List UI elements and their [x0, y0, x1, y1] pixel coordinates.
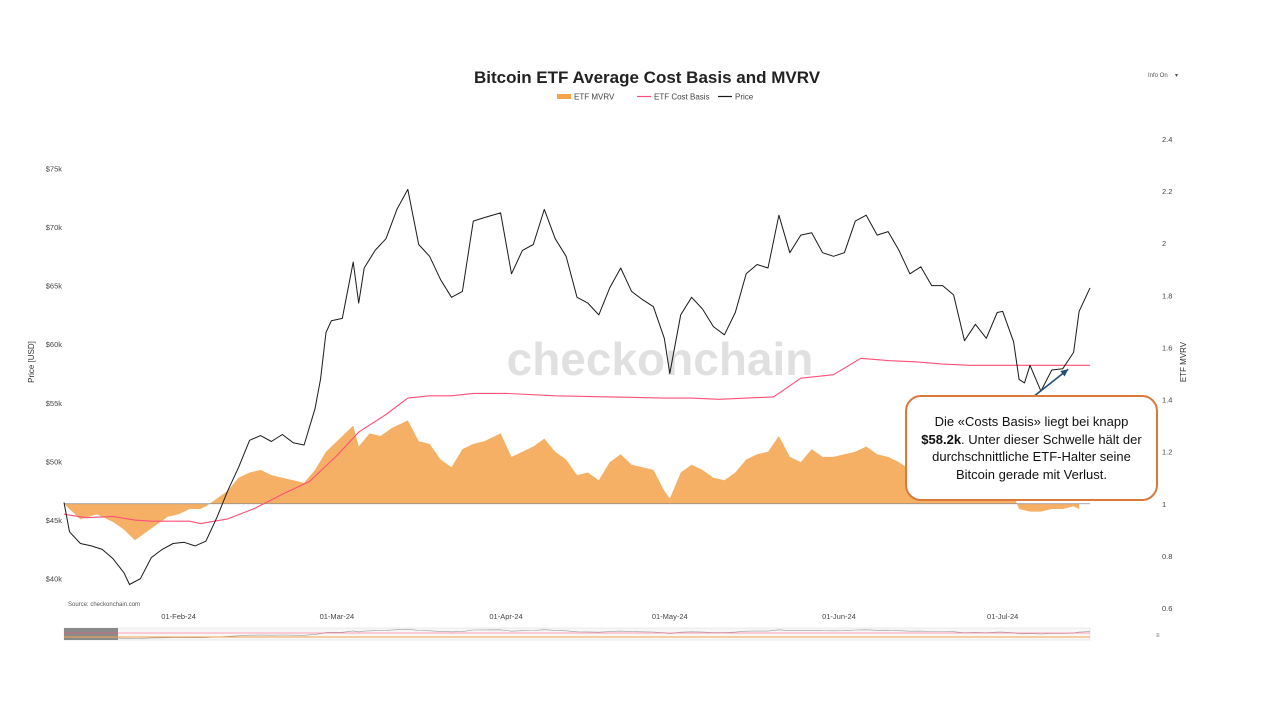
- y-right-tick-label: 1.6: [1162, 343, 1172, 352]
- y-left-tick-label: $50k: [46, 457, 63, 466]
- series-etf-mvrv-area: [64, 420, 1080, 541]
- x-tick-label: 01-Apr-24: [489, 612, 522, 621]
- y-right-tick-label: 2.2: [1162, 187, 1172, 196]
- legend-label: Price: [735, 93, 754, 102]
- chart-legend[interactable]: ETF MVRV ETF Cost Basis Price: [557, 93, 754, 102]
- y-right-tick-label: 0.6: [1162, 604, 1172, 613]
- legend-swatch: [557, 94, 571, 99]
- y-right-tick-label: 2: [1162, 239, 1166, 248]
- price-layer: [63, 188, 1091, 585]
- chart-title: Bitcoin ETF Average Cost Basis and MVRV: [474, 68, 821, 87]
- series-etf-cost-basis: [63, 357, 1090, 525]
- y-axis-left-ticks: $40k $45k $50k $55k $60k $65k $70k $75k: [46, 164, 63, 583]
- y-left-tick-label: $65k: [46, 282, 63, 291]
- y-left-tick-label: $40k: [46, 575, 63, 584]
- arrow-head: [1060, 369, 1069, 377]
- chevron-down-icon[interactable]: ▾: [1175, 73, 1178, 79]
- legend-item[interactable]: ETF Cost Basis: [637, 93, 710, 102]
- x-tick-label: 01-May-24: [652, 612, 688, 621]
- y-left-tick-label: $45k: [46, 516, 63, 525]
- source-note: Source: checkonchain.com: [68, 602, 140, 608]
- watermark: checkonchain: [507, 333, 814, 385]
- legend-item[interactable]: ETF MVRV: [557, 93, 615, 102]
- y-right-tick-label: 2.4: [1162, 135, 1172, 144]
- x-tick-label: 01-Jul-24: [987, 612, 1018, 621]
- y-axis-left-title: Price [USD]: [27, 341, 36, 383]
- x-tick-label: 01-Jun-24: [822, 612, 856, 621]
- y-axis-right-title: ETF MVRV: [1179, 341, 1188, 382]
- annotation-text: Die «Costs Basis» liegt bei knapp $58.2k…: [921, 413, 1142, 483]
- navigator-track[interactable]: [63, 627, 1091, 641]
- navigator-scroll-icon[interactable]: ≡: [1156, 633, 1160, 639]
- legend-item[interactable]: Price: [718, 93, 754, 102]
- annotation-arrow: [1032, 368, 1069, 398]
- y-right-tick-label: 1.8: [1162, 291, 1172, 300]
- y-left-tick-label: $55k: [46, 399, 63, 408]
- annotation-callout: Die «Costs Basis» liegt bei knapp $58.2k…: [905, 395, 1158, 501]
- x-tick-label: 01-Feb-24: [161, 612, 196, 621]
- cost-basis-layer: [63, 357, 1090, 525]
- annotation-bold-value: $58.2k: [921, 431, 962, 447]
- y-left-tick-label: $70k: [46, 223, 63, 232]
- navigator-price-line: [63, 628, 1091, 639]
- info-menu-label[interactable]: Info On: [1148, 73, 1168, 79]
- y-right-tick-label: 1: [1162, 500, 1166, 509]
- series-price: [63, 188, 1091, 585]
- mvrv-area-layer: [64, 420, 1080, 541]
- annotation-text-part1: Die «Costs Basis» liegt bei knapp: [934, 414, 1129, 429]
- y-left-tick-label: $75k: [46, 164, 63, 173]
- legend-label: ETF MVRV: [574, 93, 615, 102]
- x-axis-ticks: 01-Feb-24 01-Mar-24 01-Apr-24 01-May-24 01-J…: [161, 612, 1018, 621]
- legend-label: ETF Cost Basis: [654, 93, 710, 102]
- annotation-text-part2: . Unter dieser Schwelle hält der durchsc…: [932, 431, 1142, 482]
- y-left-tick-label: $60k: [46, 340, 63, 349]
- arrow-shaft: [1032, 368, 1069, 398]
- y-right-tick-label: 0.8: [1162, 552, 1172, 561]
- y-axis-right-ticks: 0.6 0.8 1 1.2 1.4 1.6 1.8 2 2.2 2.4: [1162, 135, 1172, 613]
- x-tick-label: 01-Mar-24: [320, 612, 355, 621]
- y-right-tick-label: 1.2: [1162, 448, 1172, 457]
- navigator-series: [63, 628, 1091, 639]
- range-navigator[interactable]: ≡: [63, 627, 1160, 641]
- y-right-tick-label: 1.4: [1162, 396, 1172, 405]
